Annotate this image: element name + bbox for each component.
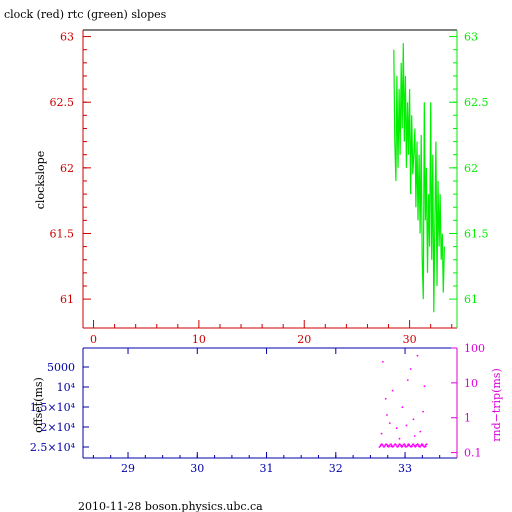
bottom-ytick-label: 1.5×10⁴	[30, 401, 76, 414]
bottom-xtick-label: 31	[260, 462, 274, 475]
roundtrip-point	[413, 435, 416, 437]
roundtrip-point	[406, 379, 409, 381]
roundtrip-point	[416, 354, 419, 357]
roundtrip-baseline-point	[383, 445, 386, 448]
roundtrip-point	[405, 424, 408, 427]
roundtrip-point	[409, 368, 412, 370]
roundtrip-baseline-point	[417, 444, 420, 446]
top-ylabel: clockslope	[34, 151, 47, 209]
roundtrip-point	[388, 422, 391, 424]
top-ytick-label: 61	[60, 293, 74, 306]
roundtrip-baseline-point	[412, 443, 415, 446]
roundtrip-baseline-point	[396, 445, 399, 448]
top-chart: 0 10 20 30 61 61.5 62 62.5 63 61 61.5 62 62.5 63 clock…	[34, 29, 489, 346]
roundtrip-baseline-point	[388, 444, 391, 447]
roundtrip-baseline-point	[421, 443, 424, 446]
roundtrip-point	[398, 437, 401, 440]
top-right-ytick-label: 63	[464, 31, 478, 44]
top-right-ytick-label: 62.5	[464, 96, 489, 109]
roundtrip-baseline-point	[386, 443, 388, 446]
bottom-right-ylabel: rnd−trip(ms)	[490, 368, 503, 442]
footer-text: 2010-11-28 boson.physics.ubc.ca	[78, 500, 263, 512]
roundtrip-point	[401, 406, 404, 409]
bottom-right-ytick-label: 10	[464, 377, 478, 390]
roundtrip-baseline-point	[425, 443, 428, 446]
bottom-xtick-label: 33	[398, 462, 412, 475]
roundtrip-point	[380, 432, 383, 435]
roundtrip-baseline-point	[399, 443, 402, 446]
roundtrip-baseline-point	[424, 445, 426, 447]
top-ytick-label: 62	[60, 162, 74, 175]
rtc-slope-series-line	[393, 43, 445, 313]
bottom-right-ytick-label: 1	[464, 412, 471, 425]
bottom-xtick-label: 29	[121, 462, 135, 475]
roundtrip-baseline-point	[395, 444, 397, 446]
roundtrip-point	[422, 410, 424, 413]
roundtrip-point	[412, 418, 415, 421]
roundtrip-baseline-point	[415, 445, 417, 448]
roundtrip-baseline-point	[419, 445, 422, 448]
bottom-xtick-label: 32	[329, 462, 343, 475]
bottom-ytick-label: 2.5×10⁴	[30, 441, 76, 454]
roundtrip-point	[395, 427, 398, 430]
roundtrip-point	[386, 414, 388, 416]
top-ytick-label: 63	[60, 31, 74, 44]
bottom-ytick-label: 10⁴	[57, 381, 76, 394]
roundtrip-baseline-point	[392, 445, 395, 448]
top-xtick-label: 30	[403, 333, 417, 346]
bottom-chart: 29 30 31 32 33 5000 10⁴ 1.5×10⁴ 2×10⁴ 2.5×10⁴ 100 1…	[30, 342, 503, 475]
bottom-xtick-label: 30	[190, 462, 204, 475]
roundtrip-baseline-point	[381, 444, 384, 447]
bottom-ylabel: offset(ms)	[32, 377, 45, 433]
roundtrip-point	[391, 389, 394, 392]
top-right-ytick-label: 61	[464, 293, 478, 306]
roundtrip-point	[423, 385, 426, 388]
top-ytick-label: 62.5	[50, 96, 75, 109]
bottom-right-ytick-label: 100	[464, 342, 485, 355]
top-ytick-label: 61.5	[50, 227, 75, 240]
top-right-ytick-label: 62	[464, 162, 478, 175]
chart-title: clock (red) rtc (green) slopes	[4, 8, 167, 21]
top-right-ytick-label: 61.5	[464, 227, 489, 240]
bottom-ytick-label: 2×10⁴	[40, 421, 75, 434]
roundtrip-point	[419, 430, 422, 433]
roundtrip-baseline-point	[410, 444, 413, 447]
roundtrip-point	[382, 361, 384, 363]
roundtrip-baseline-point	[401, 445, 404, 447]
bottom-right-ytick-label: 0.1	[464, 447, 482, 460]
roundtrip-baseline-point	[408, 443, 411, 446]
top-xtick-label: 10	[192, 333, 206, 346]
roundtrip-baseline-point	[406, 445, 408, 448]
top-xtick-label: 20	[297, 333, 311, 346]
top-xtick-label: 0	[90, 333, 97, 346]
roundtrip-baseline-point	[390, 443, 392, 446]
bottom-ytick-label: 5000	[47, 361, 75, 374]
roundtrip-baseline-point	[379, 445, 382, 447]
roundtrip-point	[384, 397, 387, 400]
roundtrip-baseline-point	[404, 444, 407, 447]
